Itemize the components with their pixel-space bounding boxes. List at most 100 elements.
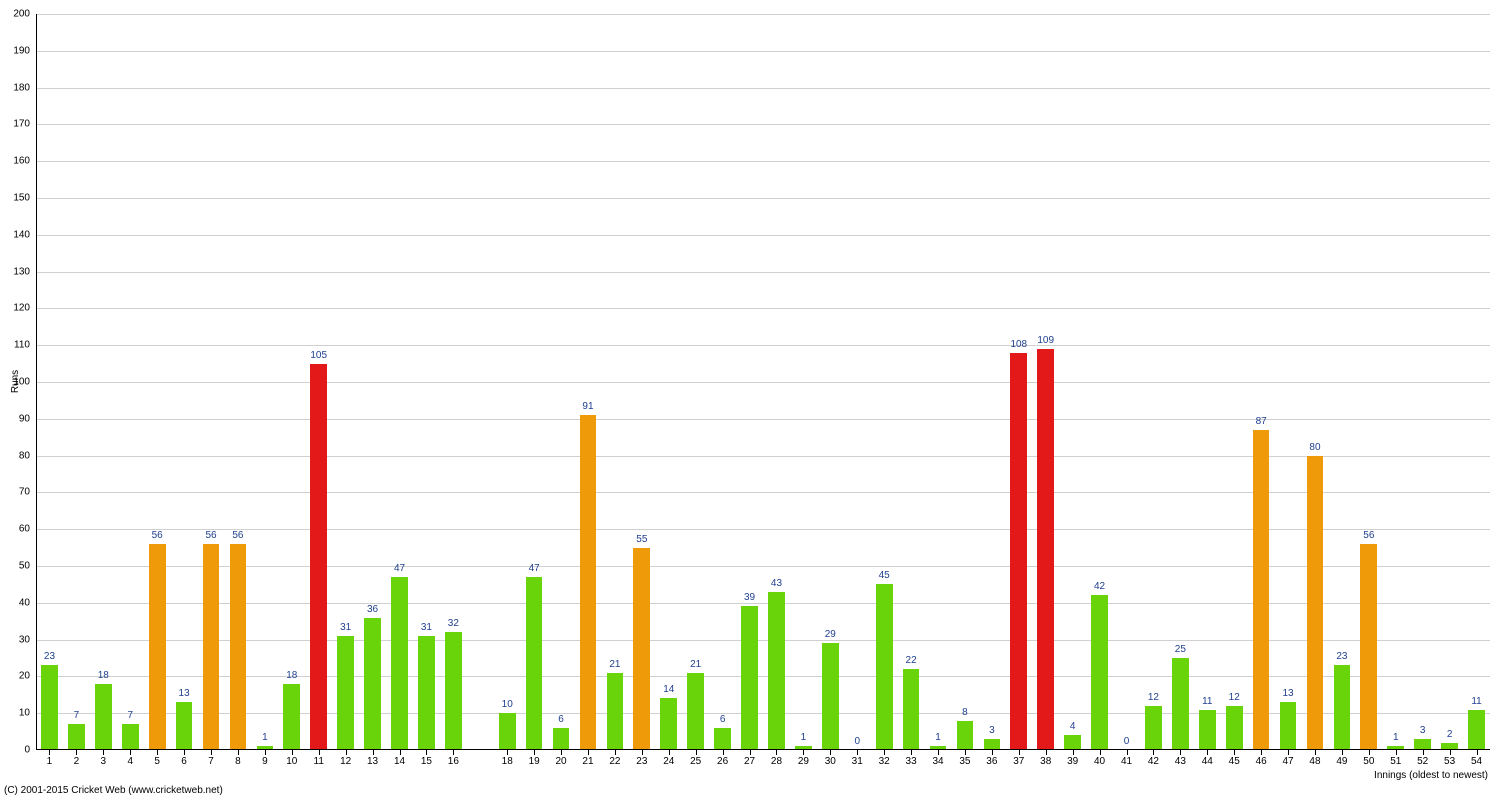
bar xyxy=(553,728,570,750)
bar-value-label: 10 xyxy=(502,699,513,710)
y-tick-label: 0 xyxy=(0,745,30,756)
y-axis-line xyxy=(36,14,37,750)
bar-value-label: 13 xyxy=(1282,688,1293,699)
y-tick-label: 50 xyxy=(0,561,30,572)
gridline xyxy=(36,51,1490,52)
x-tick-label: 48 xyxy=(1309,756,1320,767)
bar xyxy=(337,636,354,750)
bar-value-label: 0 xyxy=(1124,736,1130,747)
y-tick-label: 130 xyxy=(0,266,30,277)
x-tick-label: 47 xyxy=(1282,756,1293,767)
x-tick xyxy=(1100,750,1101,755)
x-tick xyxy=(992,750,993,755)
x-tick xyxy=(561,750,562,755)
bar-value-label: 0 xyxy=(854,736,860,747)
x-tick-label: 22 xyxy=(609,756,620,767)
bar-value-label: 13 xyxy=(179,688,190,699)
x-tick xyxy=(1180,750,1181,755)
bar xyxy=(364,618,381,750)
y-tick-label: 80 xyxy=(0,450,30,461)
x-tick-label: 14 xyxy=(394,756,405,767)
gridline xyxy=(36,492,1490,493)
bar-value-label: 25 xyxy=(1175,644,1186,655)
x-tick-label: 33 xyxy=(906,756,917,767)
bar-value-label: 87 xyxy=(1256,416,1267,427)
x-tick xyxy=(1396,750,1397,755)
y-tick-label: 40 xyxy=(0,597,30,608)
y-tick-label: 120 xyxy=(0,303,30,314)
x-tick xyxy=(1073,750,1074,755)
x-tick xyxy=(453,750,454,755)
x-tick xyxy=(49,750,50,755)
x-tick-label: 5 xyxy=(154,756,160,767)
bar-value-label: 3 xyxy=(1420,725,1426,736)
bar xyxy=(283,684,300,750)
bar xyxy=(1145,706,1162,750)
x-tick-label: 10 xyxy=(286,756,297,767)
bar xyxy=(41,665,58,750)
bar xyxy=(1037,349,1054,750)
x-tick xyxy=(938,750,939,755)
x-tick-label: 45 xyxy=(1229,756,1240,767)
bar-value-label: 56 xyxy=(1363,530,1374,541)
bar-value-label: 4 xyxy=(1070,721,1076,732)
x-tick xyxy=(534,750,535,755)
x-tick xyxy=(211,750,212,755)
x-tick-label: 32 xyxy=(879,756,890,767)
x-axis-line xyxy=(36,749,1490,750)
bar-value-label: 8 xyxy=(962,707,968,718)
x-tick-label: 44 xyxy=(1202,756,1213,767)
bar-value-label: 31 xyxy=(421,622,432,633)
x-tick-label: 26 xyxy=(717,756,728,767)
bar-value-label: 91 xyxy=(582,401,593,412)
bar-value-label: 11 xyxy=(1202,696,1212,707)
x-tick-label: 46 xyxy=(1256,756,1267,767)
bar-value-label: 56 xyxy=(152,530,163,541)
gridline xyxy=(36,529,1490,530)
x-tick-label: 6 xyxy=(181,756,187,767)
x-tick xyxy=(1234,750,1235,755)
bar-value-label: 3 xyxy=(989,725,995,736)
bar-value-label: 32 xyxy=(448,618,459,629)
bar-value-label: 47 xyxy=(529,563,540,574)
x-tick xyxy=(238,750,239,755)
x-tick xyxy=(507,750,508,755)
x-tick-label: 39 xyxy=(1067,756,1078,767)
x-tick xyxy=(911,750,912,755)
bar xyxy=(822,643,839,750)
x-tick xyxy=(1288,750,1289,755)
bar-value-label: 43 xyxy=(771,578,782,589)
bar-value-label: 21 xyxy=(690,659,701,670)
bar-value-label: 22 xyxy=(906,655,917,666)
gridline xyxy=(36,235,1490,236)
bar-value-label: 6 xyxy=(720,714,726,725)
y-tick-label: 140 xyxy=(0,229,30,240)
x-tick-label: 30 xyxy=(825,756,836,767)
bar xyxy=(1010,353,1027,750)
x-tick xyxy=(965,750,966,755)
x-tick-label: 31 xyxy=(852,756,863,767)
bar-value-label: 2 xyxy=(1447,729,1453,740)
x-tick xyxy=(588,750,589,755)
gridline xyxy=(36,14,1490,15)
x-tick-label: 12 xyxy=(340,756,351,767)
bar xyxy=(633,548,650,750)
x-tick xyxy=(292,750,293,755)
bar-value-label: 12 xyxy=(1229,692,1240,703)
x-tick xyxy=(723,750,724,755)
x-tick-label: 11 xyxy=(314,756,324,767)
bar-value-label: 56 xyxy=(232,530,243,541)
x-tick xyxy=(400,750,401,755)
bar-value-label: 7 xyxy=(127,710,133,721)
bar xyxy=(122,724,139,750)
gridline xyxy=(36,124,1490,125)
x-tick xyxy=(642,750,643,755)
bar-value-label: 23 xyxy=(1336,651,1347,662)
x-tick xyxy=(103,750,104,755)
x-tick-label: 16 xyxy=(448,756,459,767)
bar xyxy=(687,673,704,750)
x-tick-label: 18 xyxy=(502,756,513,767)
y-tick-label: 190 xyxy=(0,45,30,56)
x-tick-label: 35 xyxy=(959,756,970,767)
y-tick-label: 100 xyxy=(0,377,30,388)
